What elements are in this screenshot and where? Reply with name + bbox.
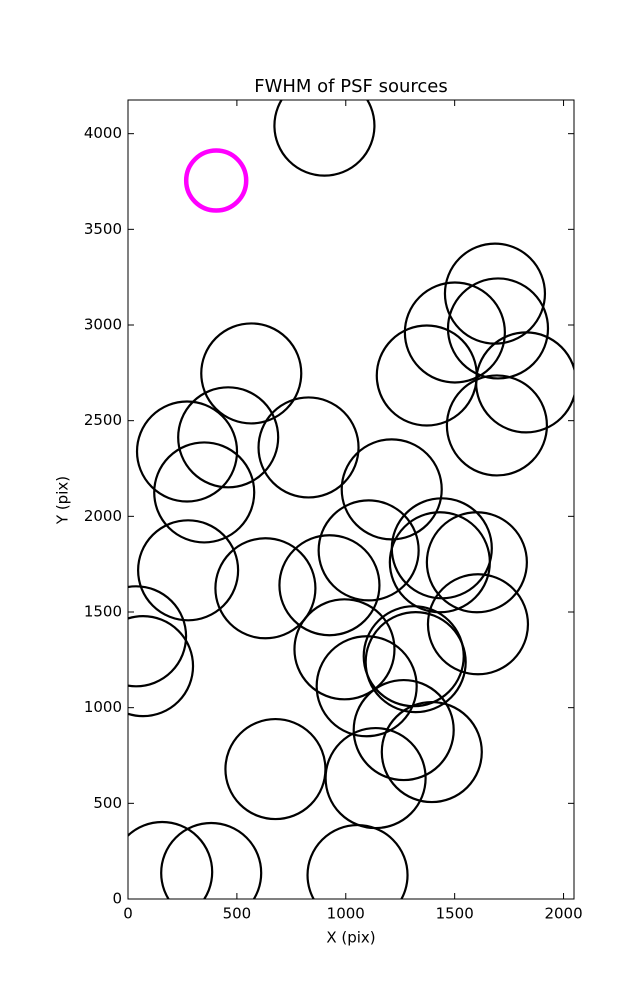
x-tick-label: 500: [223, 905, 252, 923]
point: [257, 396, 360, 499]
x-tick-label: 2000: [544, 905, 582, 923]
point: [128, 615, 195, 718]
y-tick-label: 0: [112, 890, 122, 908]
point: [315, 635, 418, 738]
point: [403, 281, 506, 384]
point: [425, 511, 528, 614]
point: [153, 441, 256, 544]
point: [137, 519, 240, 622]
point: [306, 823, 409, 899]
point: [278, 534, 381, 637]
point: [135, 400, 239, 503]
point: [445, 374, 549, 477]
point: [388, 511, 491, 614]
plot-frame: [127, 99, 575, 900]
point: [273, 100, 376, 177]
x-axis-label: X (pix): [326, 929, 375, 947]
y-tick-label: 1000: [84, 698, 122, 716]
point: [128, 585, 188, 688]
y-tick-label: 1500: [84, 603, 122, 621]
point: [293, 598, 396, 701]
point: [446, 277, 550, 380]
point: [128, 820, 214, 899]
point: [380, 700, 483, 804]
point: [375, 324, 478, 427]
point: [177, 386, 280, 489]
x-tick-label: 0: [123, 905, 133, 923]
y-tick-label: 3000: [84, 316, 122, 334]
point: [160, 821, 263, 899]
point: [352, 678, 455, 782]
y-tick-label: 3500: [84, 220, 122, 238]
y-tick-label: 4000: [84, 124, 122, 142]
point: [214, 537, 317, 640]
point: [426, 573, 530, 676]
y-tick-label: 2500: [84, 411, 122, 429]
y-tick-label: 500: [93, 794, 122, 812]
point: [317, 499, 420, 602]
chart-title: FWHM of PSF sources: [254, 76, 448, 97]
point: [200, 322, 303, 425]
point: [364, 611, 467, 714]
y-tick-label: 2000: [84, 507, 122, 525]
x-tick-label: 1000: [327, 905, 365, 923]
x-tick-label: 1500: [436, 905, 474, 923]
point: [183, 148, 249, 213]
plot-area: [128, 100, 574, 899]
y-axis-label: Y (pix): [54, 476, 72, 525]
